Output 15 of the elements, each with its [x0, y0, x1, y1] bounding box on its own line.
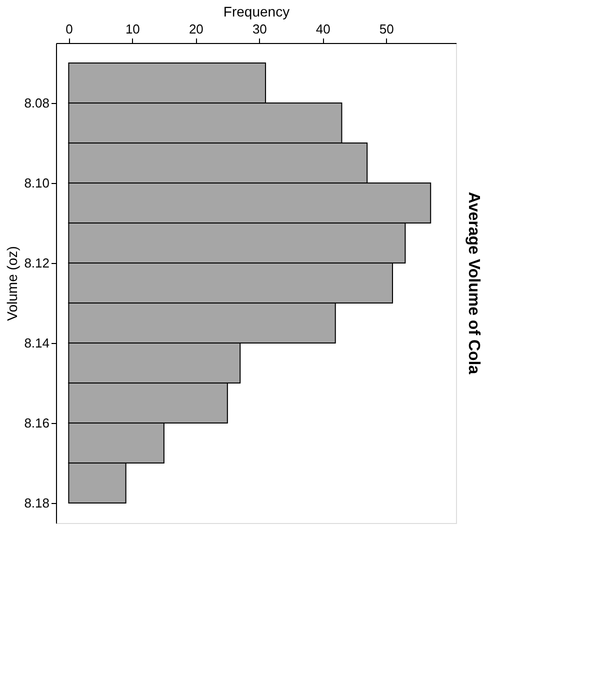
text: Average Volume of Cola — [465, 192, 482, 374]
y-tick-label: 8.10 — [24, 176, 50, 190]
y-tick-label: 8.14 — [24, 336, 50, 350]
x-tick-label: 20 — [188, 22, 204, 36]
y-tick-label: 8.18 — [24, 496, 50, 510]
y-tick-label: 8.16 — [24, 416, 50, 430]
x-tick-label: 0 — [66, 22, 73, 36]
x-axis-title: Frequency — [223, 4, 290, 20]
x-tick-label: 50 — [379, 22, 394, 36]
x-tick-label: 40 — [316, 22, 330, 36]
x-tick-label: 30 — [252, 22, 267, 36]
y-tick-label: 8.08 — [24, 96, 50, 110]
y-tick-label: 8.12 — [24, 256, 50, 270]
y-axis-title: Volume (oz) — [4, 246, 20, 321]
x-tick-label: 10 — [125, 22, 140, 36]
